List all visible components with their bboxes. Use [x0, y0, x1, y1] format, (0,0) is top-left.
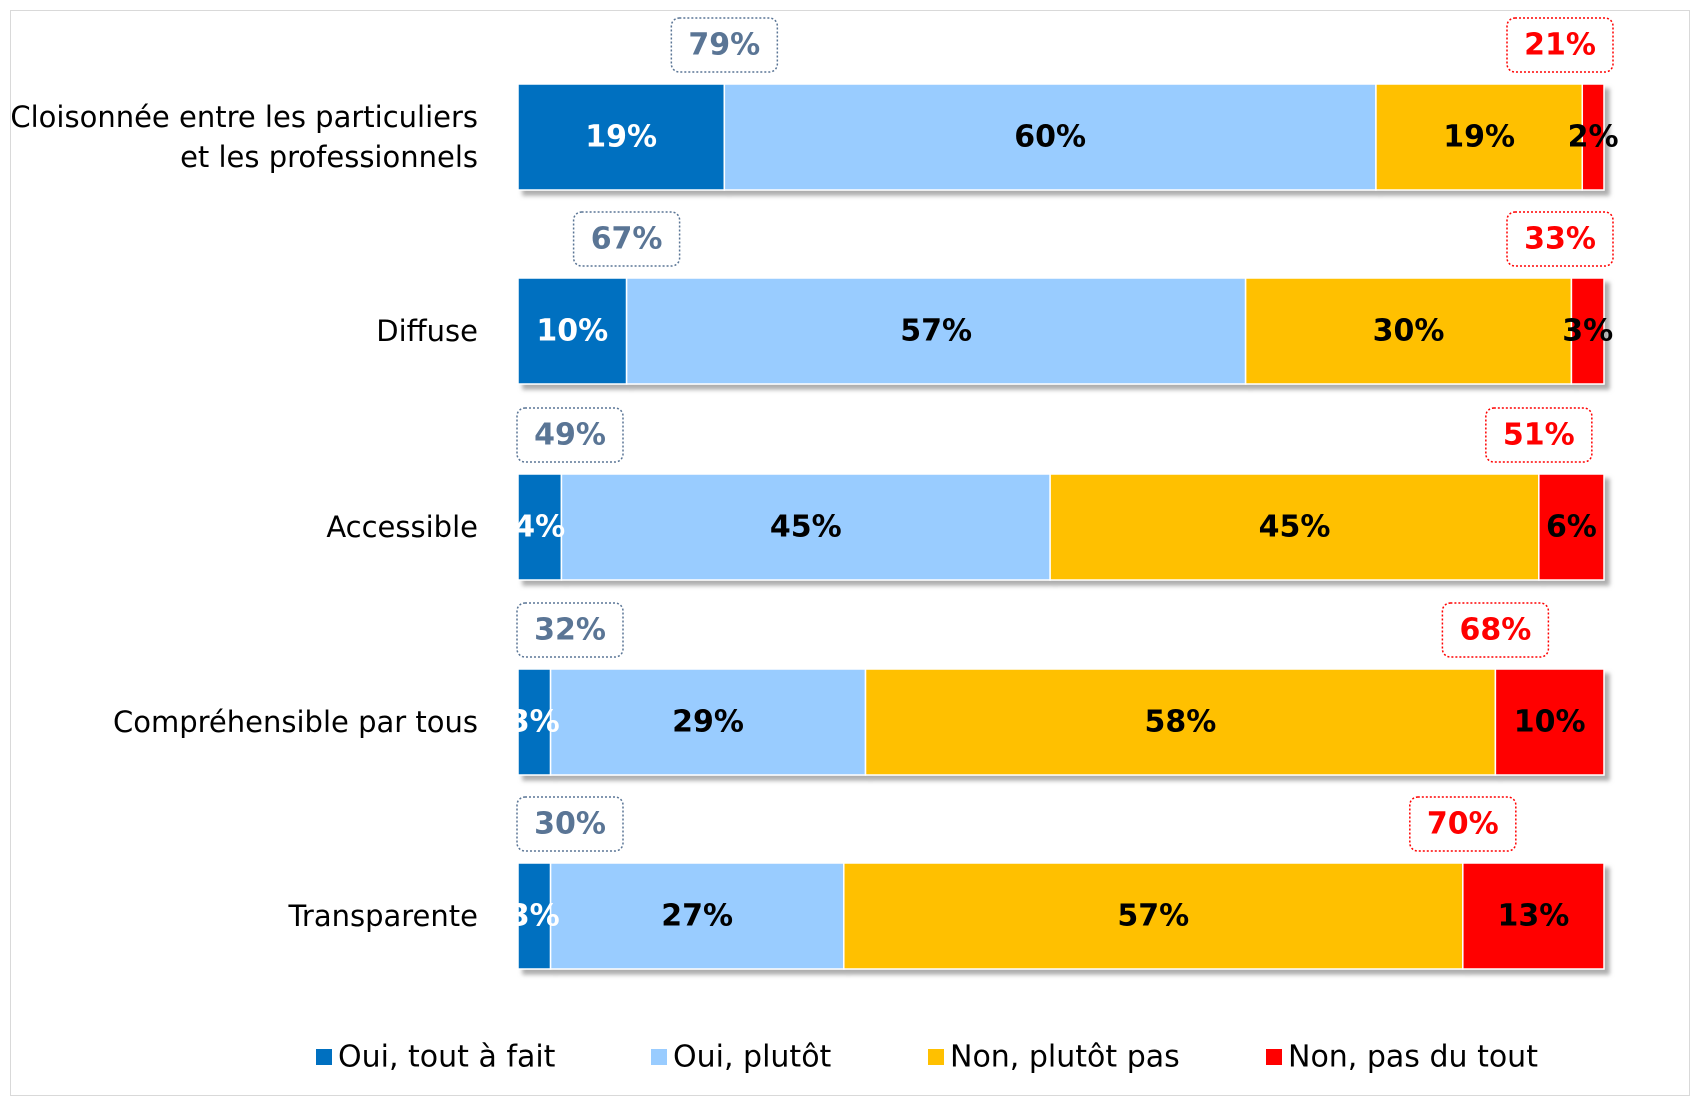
bar-segment — [560, 473, 1051, 581]
bar-segment — [517, 277, 628, 385]
total-box — [1409, 796, 1517, 852]
legend-swatch — [928, 1049, 944, 1065]
data-label: 13% — [1498, 899, 1570, 934]
bar-segment — [517, 473, 563, 581]
bar-row — [517, 668, 1605, 776]
data-label: 45% — [770, 510, 842, 545]
bar-segment — [1494, 668, 1605, 776]
bar-row — [517, 473, 1605, 581]
total-label: 67% — [591, 222, 663, 257]
total-label: 49% — [534, 418, 606, 453]
total-label: 33% — [1524, 222, 1596, 257]
data-label: 2% — [1568, 120, 1619, 155]
total-box — [516, 407, 624, 463]
bar-segment — [549, 668, 867, 776]
category-label: Cloisonnée entre les particuliers et les… — [10, 100, 478, 174]
bar-segment — [1538, 473, 1605, 581]
bar-segment — [864, 668, 1497, 776]
category-label: Compréhensible par tous — [113, 705, 478, 739]
total-label: 70% — [1427, 807, 1499, 842]
data-label: 3% — [509, 899, 560, 934]
total-box — [1441, 602, 1550, 658]
bar-row — [517, 277, 1605, 385]
bar-row — [517, 862, 1605, 970]
total-label: 68% — [1459, 613, 1531, 648]
total-box — [516, 602, 624, 658]
legend-swatch — [1266, 1049, 1282, 1065]
bar-segment — [517, 668, 552, 776]
total-box — [1506, 211, 1614, 267]
bar-segment — [1244, 277, 1573, 385]
total-box — [670, 17, 779, 73]
bar-segment — [1570, 277, 1605, 385]
data-label: 45% — [1259, 510, 1331, 545]
data-label: 57% — [900, 314, 972, 349]
chart-frame — [10, 10, 1690, 1096]
bar-segment — [549, 862, 845, 970]
category-label: Diffuse — [376, 314, 478, 348]
data-label: 10% — [1514, 705, 1586, 740]
data-label: 3% — [509, 705, 560, 740]
data-label: 10% — [536, 314, 608, 349]
bar-segment — [723, 83, 1377, 191]
data-label: 58% — [1145, 705, 1217, 740]
category-label: Accessible — [326, 510, 478, 544]
total-box — [572, 211, 681, 267]
bar-segment — [1049, 473, 1540, 581]
legend-label: Oui, tout à fait — [338, 1040, 556, 1075]
bar-segment — [625, 277, 1247, 385]
data-label: 27% — [661, 899, 733, 934]
legend-label: Non, plutôt pas — [950, 1040, 1180, 1075]
legend-label: Non, pas du tout — [1288, 1040, 1538, 1075]
legend-swatch — [651, 1049, 667, 1065]
total-box — [1485, 407, 1593, 463]
bar-segment — [517, 862, 552, 970]
data-label: 60% — [1014, 120, 1086, 155]
data-label: 19% — [1443, 120, 1515, 155]
total-label: 21% — [1524, 28, 1596, 63]
data-label: 29% — [672, 705, 744, 740]
total-label: 79% — [688, 28, 760, 63]
total-box — [1506, 17, 1614, 73]
data-label: 19% — [585, 120, 657, 155]
legend-swatch — [316, 1049, 332, 1065]
bar-segment — [1581, 83, 1605, 191]
bar-segment — [1462, 862, 1605, 970]
legend-label: Oui, plutôt — [673, 1040, 832, 1075]
data-label: 6% — [1546, 510, 1597, 545]
total-label: 30% — [534, 807, 606, 842]
data-label: 3% — [1562, 314, 1613, 349]
data-label: 30% — [1373, 314, 1445, 349]
total-label: 32% — [534, 613, 606, 648]
total-label: 51% — [1503, 418, 1575, 453]
data-label: 4% — [514, 510, 565, 545]
bar-segment — [517, 83, 726, 191]
bar-row — [517, 83, 1605, 191]
data-label: 57% — [1117, 899, 1189, 934]
category-label: Transparente — [288, 899, 478, 933]
bar-segment — [843, 862, 1464, 970]
total-box — [516, 796, 624, 852]
